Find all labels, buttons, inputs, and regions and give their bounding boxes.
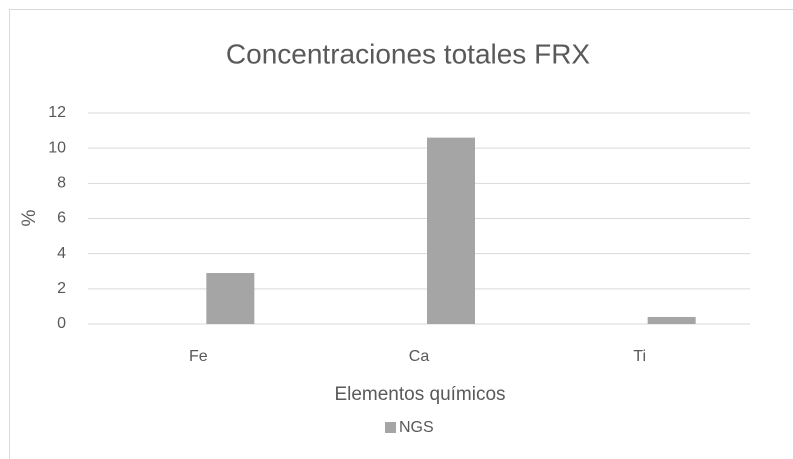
x-tick-label: Fe <box>189 348 208 365</box>
bar <box>647 316 696 324</box>
chart-frame <box>9 9 793 459</box>
y-tick-label: 10 <box>48 139 66 156</box>
x-axis-title: Elementos químicos <box>334 384 505 405</box>
bar <box>427 137 475 324</box>
bar <box>206 273 255 324</box>
y-tick-label: 2 <box>57 280 66 297</box>
legend-label: NGS <box>399 419 434 436</box>
x-tick-label: Ca <box>409 348 430 365</box>
y-axis-title: % <box>19 209 40 226</box>
legend-swatch <box>385 422 396 433</box>
y-tick-label: 12 <box>48 104 66 121</box>
y-tick-label: 6 <box>57 210 66 227</box>
y-tick-label: 8 <box>57 175 66 192</box>
y-tick-label: 0 <box>57 315 66 332</box>
x-tick-label: Ti <box>633 348 646 365</box>
chart-title: Concentraciones totales FRX <box>226 38 591 69</box>
y-tick-label: 4 <box>57 245 66 262</box>
